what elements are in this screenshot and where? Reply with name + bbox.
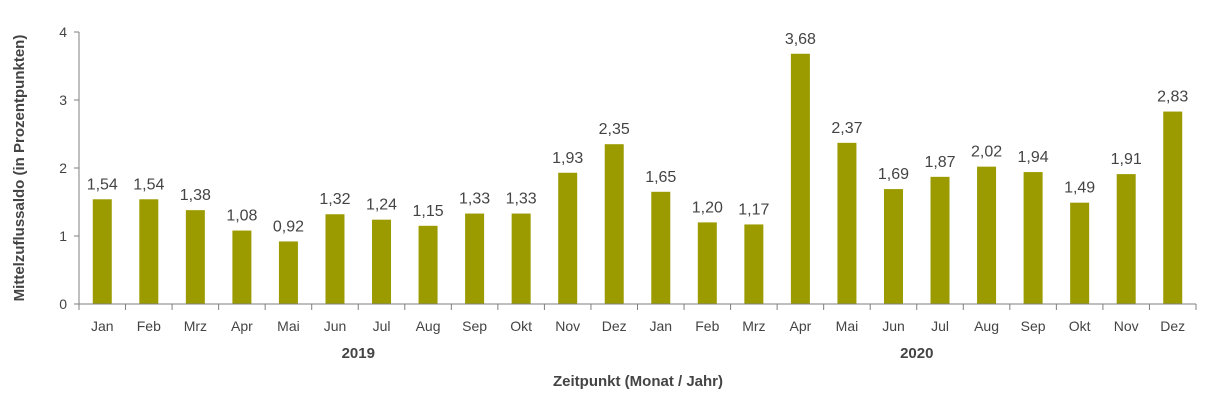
y-tick-label: 4 [59,24,67,40]
bar [697,222,717,304]
bar [92,199,112,304]
data-label: 0,92 [273,218,304,235]
data-label: 1,69 [878,166,909,183]
data-label: 2,35 [599,121,630,138]
x-tick-label: Apr [789,318,811,334]
data-label: 1,38 [180,187,211,204]
data-label: 1,94 [1018,149,1049,166]
bar [1116,174,1136,304]
bar [1070,202,1090,304]
x-tick-label: Feb [137,318,161,334]
data-label: 1,15 [412,203,443,220]
x-tick-label: Mrz [184,318,207,334]
x-tick-label: Dez [1160,318,1185,334]
bar [139,199,159,304]
y-tick-label: 1 [59,228,67,244]
bar [465,213,485,304]
x-tick-label: Sep [462,318,487,334]
data-label: 1,20 [692,199,723,216]
data-label: 2,02 [971,144,1002,161]
data-label: 3,68 [785,31,816,48]
bar [837,142,857,304]
bar [325,214,345,304]
bar [1023,172,1043,304]
bar [744,224,764,304]
x-tick-label: Nov [555,318,580,334]
x-tick-label: Jan [649,318,672,334]
x-tick-label: Jan [91,318,114,334]
data-label: 1,49 [1064,180,1095,197]
x-tick-label: Sep [1021,318,1046,334]
bar [604,144,624,304]
y-tick-label: 2 [59,160,67,176]
data-label: 1,08 [226,208,257,225]
x-axis-title: Zeitpunkt (Monat / Jahr) [553,373,723,390]
x-tick-label: Mrz [742,318,765,334]
bar [278,241,298,304]
x-tick-label: Feb [695,318,719,334]
x-tick-label: Mai [277,318,300,334]
data-label: 2,37 [831,120,862,137]
y-tick-label: 0 [59,296,67,312]
bar [790,53,810,305]
data-label: 1,54 [87,176,118,193]
year-label: 2019 [342,345,375,362]
bar [1163,111,1183,304]
x-tick-label: Nov [1114,318,1139,334]
data-label: 1,93 [552,150,583,167]
y-axis: 0 1 2 3 4 [59,24,80,312]
year-label: 2020 [900,345,933,362]
data-label: 1,87 [924,154,955,171]
bar [185,210,205,304]
bar [930,176,950,304]
data-label: 1,32 [319,191,350,208]
y-tick-label: 3 [59,92,67,108]
x-tick-label: Aug [416,318,441,334]
x-tick-label: Jun [882,318,905,334]
x-tick-label: Dez [602,318,627,334]
x-tick-label: Okt [510,318,532,334]
x-tick-label: Aug [974,318,999,334]
x-tick-label: Jun [324,318,347,334]
data-label: 1,33 [459,191,490,208]
x-tick-label: Apr [231,318,253,334]
y-axis-title: Mittelzuflussaldo (in Prozentpunkten) [11,35,28,302]
x-tick-label: Okt [1069,318,1091,334]
data-label: 1,65 [645,169,676,186]
bar [651,191,671,304]
bar [232,230,252,304]
x-tick-label: Jul [373,318,391,334]
data-label: 1,54 [133,176,164,193]
x-tick-label: Mai [836,318,859,334]
bar [558,172,578,304]
data-label: 2,83 [1157,89,1188,106]
x-tick-label: Jul [931,318,949,334]
bar [418,225,438,304]
bar [511,213,531,304]
data-label: 1,33 [506,191,537,208]
data-label: 1,24 [366,197,397,214]
bar [883,189,903,304]
bars: 1,54 1,54 1,38 1,08 0,92 1,32 1,24 1,15 1,33 1,33… [87,31,1188,305]
data-label: 1,17 [738,201,769,218]
bar [977,166,997,304]
bar [372,219,392,304]
data-label: 1,91 [1111,151,1142,168]
x-axis: Jan Feb Mrz Apr Mai Jun Jul Aug Sep Okt Nov Dez Jan F… [78,303,1197,362]
